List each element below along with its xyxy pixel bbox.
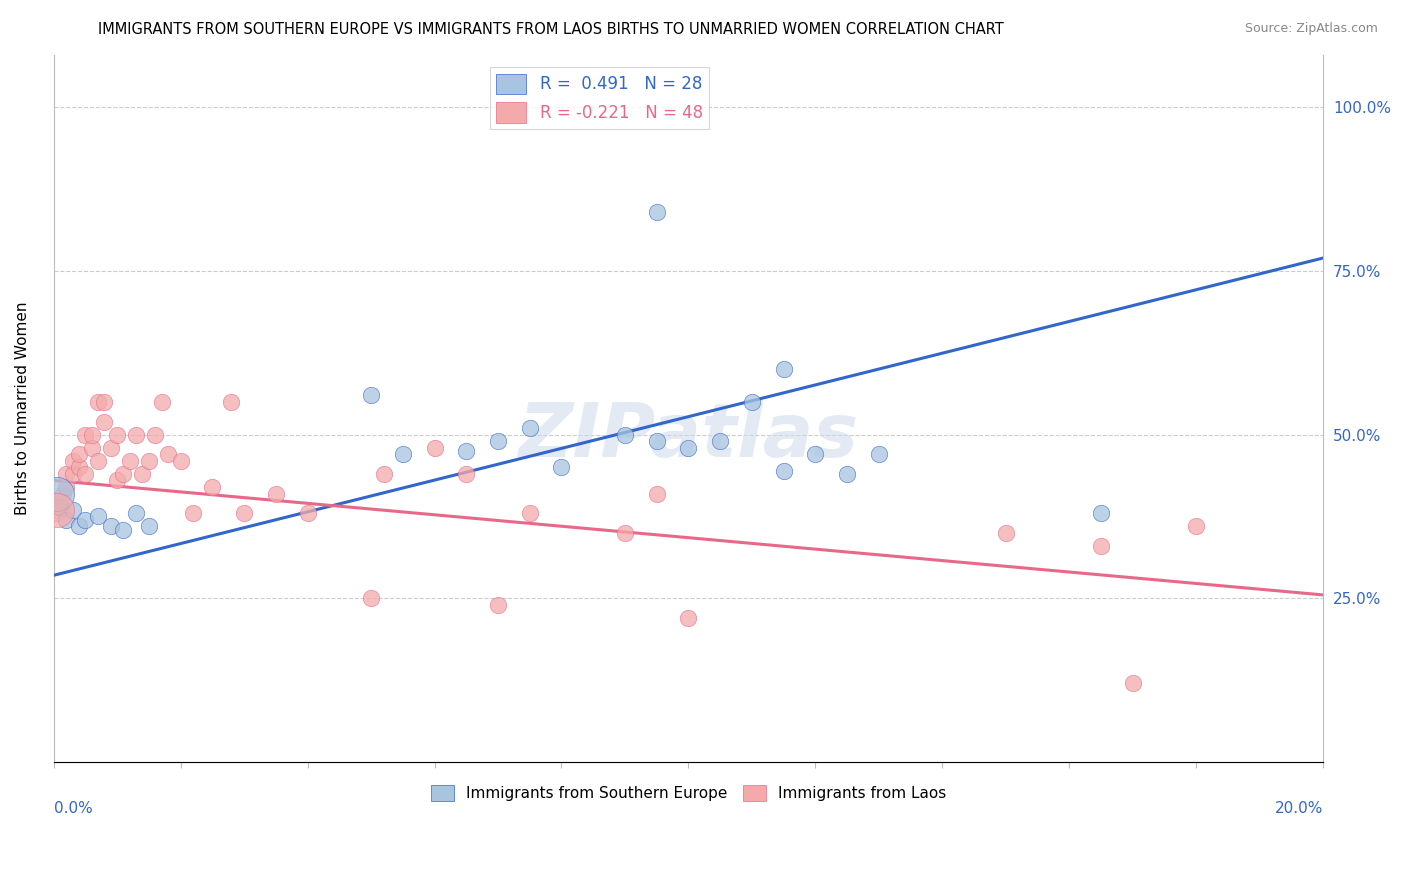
Y-axis label: Births to Unmarried Women: Births to Unmarried Women — [15, 301, 30, 516]
Point — [486, 434, 509, 449]
Point — [201, 480, 224, 494]
Point — [264, 486, 287, 500]
Point — [645, 486, 668, 500]
Point — [52, 486, 75, 500]
Point — [49, 500, 72, 514]
Point — [456, 467, 478, 481]
Point — [709, 434, 731, 449]
Point — [131, 467, 153, 481]
Point — [613, 427, 636, 442]
Point — [486, 598, 509, 612]
Text: IMMIGRANTS FROM SOUTHERN EUROPE VS IMMIGRANTS FROM LAOS BIRTHS TO UNMARRIED WOME: IMMIGRANTS FROM SOUTHERN EUROPE VS IMMIG… — [98, 22, 1004, 37]
Point — [156, 447, 179, 461]
Point — [772, 464, 794, 478]
Point — [55, 467, 77, 481]
Point — [150, 395, 173, 409]
Point — [67, 519, 90, 533]
Point — [423, 441, 446, 455]
Point — [67, 447, 90, 461]
Point — [125, 427, 148, 442]
Point — [75, 513, 97, 527]
Point — [1122, 676, 1144, 690]
Point — [360, 388, 382, 402]
Point — [87, 395, 110, 409]
Text: 0.0%: 0.0% — [53, 801, 93, 815]
Point — [49, 500, 72, 514]
Point — [645, 434, 668, 449]
Point — [519, 421, 541, 435]
Point — [772, 362, 794, 376]
Point — [373, 467, 395, 481]
Point — [994, 525, 1017, 540]
Point — [678, 611, 700, 625]
Point — [87, 454, 110, 468]
Point — [75, 427, 97, 442]
Point — [93, 415, 115, 429]
Point — [678, 441, 700, 455]
Point — [391, 447, 413, 461]
Point — [55, 513, 77, 527]
Point — [233, 506, 256, 520]
Point — [105, 474, 128, 488]
Point — [62, 503, 84, 517]
Point — [87, 509, 110, 524]
Point — [62, 467, 84, 481]
Point — [456, 444, 478, 458]
Point — [45, 506, 67, 520]
Point — [138, 454, 160, 468]
Point — [613, 525, 636, 540]
Point — [181, 506, 204, 520]
Point — [645, 205, 668, 219]
Point — [519, 506, 541, 520]
Point — [45, 486, 67, 500]
Point — [1090, 539, 1112, 553]
Point — [55, 480, 77, 494]
Point — [100, 519, 122, 533]
Point — [105, 427, 128, 442]
Point — [1185, 519, 1208, 533]
Point — [62, 454, 84, 468]
Point — [169, 454, 191, 468]
Point — [80, 441, 103, 455]
Point — [804, 447, 827, 461]
Point — [297, 506, 319, 520]
Point — [125, 506, 148, 520]
Point — [138, 519, 160, 533]
Text: ZIPatlas: ZIPatlas — [519, 401, 859, 474]
Text: 20.0%: 20.0% — [1275, 801, 1323, 815]
Point — [118, 454, 141, 468]
Point — [868, 447, 890, 461]
Point — [360, 591, 382, 606]
Point — [80, 427, 103, 442]
Point — [67, 460, 90, 475]
Point — [75, 467, 97, 481]
Point — [837, 467, 859, 481]
Point — [221, 395, 243, 409]
Point — [1090, 506, 1112, 520]
Point — [741, 395, 763, 409]
Legend: R =  0.491   N = 28, R = -0.221   N = 48: R = 0.491 N = 28, R = -0.221 N = 48 — [489, 67, 710, 129]
Point — [93, 395, 115, 409]
Point — [143, 427, 166, 442]
Point — [112, 523, 135, 537]
Point — [550, 460, 572, 475]
Point — [100, 441, 122, 455]
Text: Source: ZipAtlas.com: Source: ZipAtlas.com — [1244, 22, 1378, 36]
Point — [45, 503, 67, 517]
Point — [112, 467, 135, 481]
